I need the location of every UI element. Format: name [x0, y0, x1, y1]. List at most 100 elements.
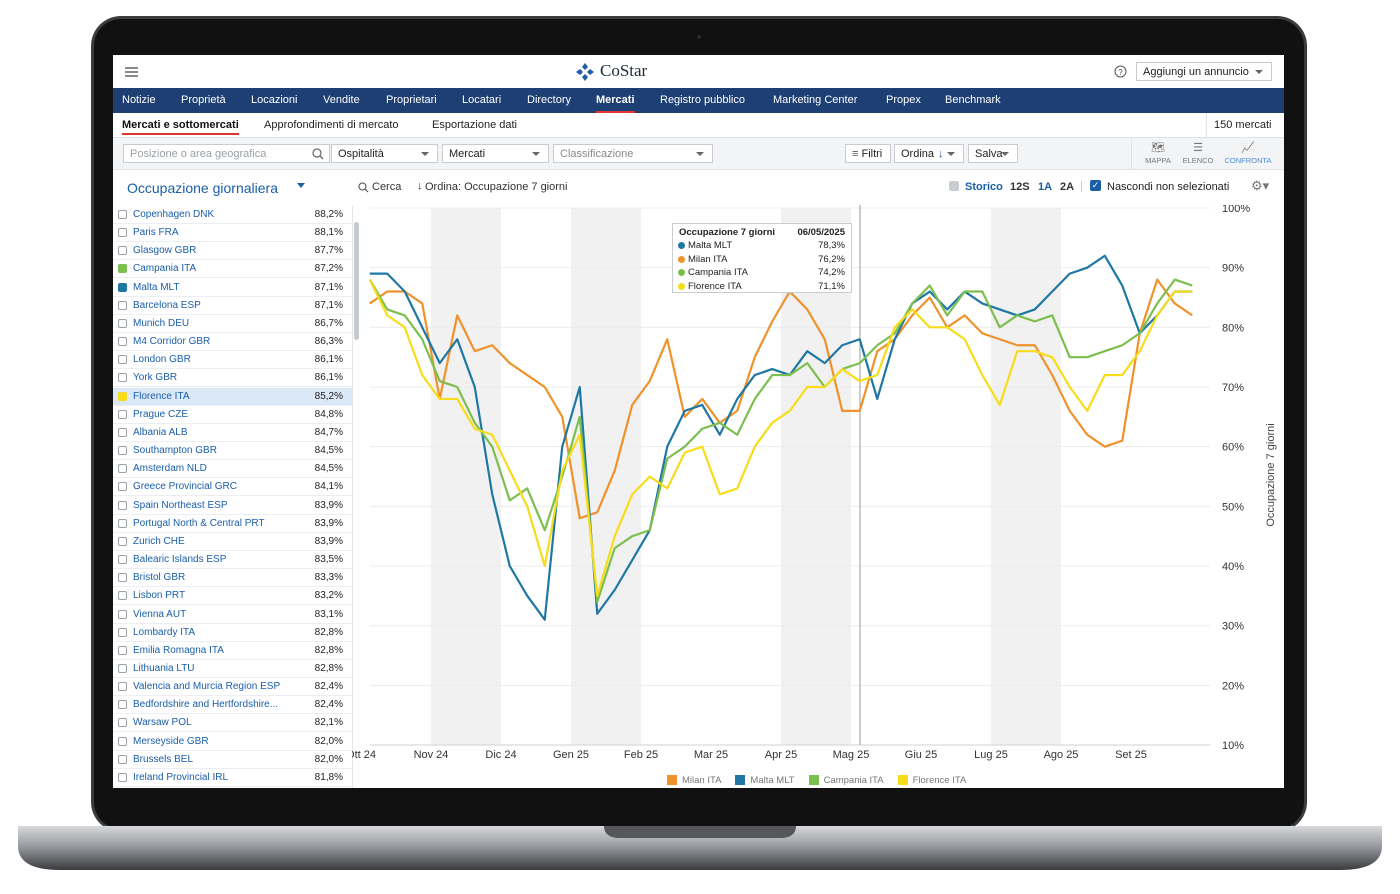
market-row[interactable]: Vienna AUT 83,1%	[113, 606, 352, 624]
checkbox[interactable]	[118, 300, 127, 310]
range-button[interactable]: 2A	[1060, 181, 1075, 193]
checkbox[interactable]	[118, 264, 127, 274]
checkbox[interactable]	[118, 464, 127, 474]
market-row[interactable]: Lombardy ITA 82,8%	[113, 624, 352, 642]
filter-button[interactable]: Ordina ↓	[894, 144, 964, 163]
checkbox[interactable]	[118, 391, 127, 401]
checkbox[interactable]	[118, 210, 127, 219]
market-row[interactable]: Barcelona ESP 87,1%	[113, 297, 352, 315]
market-row[interactable]: Emilia Romagna ITA 82,8%	[113, 642, 352, 660]
hide-checkbox[interactable]: ✓	[1090, 180, 1101, 191]
nav-item[interactable]: Locazioni	[251, 94, 298, 106]
nav-item[interactable]: Directory	[527, 94, 572, 106]
cerca-button[interactable]: Cerca	[372, 181, 402, 193]
checkbox[interactable]	[118, 482, 127, 492]
checkbox[interactable]	[118, 409, 127, 419]
add-listing-button[interactable]: Aggiungi un annuncio	[1136, 62, 1272, 81]
market-row[interactable]: M4 Corridor GBR 86,3%	[113, 333, 352, 352]
market-row[interactable]: Paris FRA 88,1%	[113, 224, 352, 243]
range-button[interactable]: 1A	[1038, 181, 1053, 193]
checkbox[interactable]	[118, 446, 127, 456]
checkbox[interactable]	[118, 645, 127, 655]
checkbox[interactable]	[118, 228, 127, 238]
checkbox[interactable]	[118, 591, 127, 601]
nav-item[interactable]: Benchmark	[945, 94, 1001, 106]
nav-item[interactable]: Mercati	[596, 88, 635, 113]
checkbox[interactable]	[118, 627, 127, 637]
legend-item[interactable]: Malta MLT	[735, 773, 795, 787]
market-row[interactable]: London GBR 86,1%	[113, 351, 352, 370]
nav-item[interactable]: Locatari	[462, 94, 502, 106]
checkbox[interactable]	[118, 536, 127, 546]
market-row[interactable]: Albania ALB 84,7%	[113, 424, 352, 442]
checkbox[interactable]	[118, 373, 127, 383]
market-row[interactable]: Brussels BEL 82,0%	[113, 751, 352, 769]
market-row[interactable]: Merseyside GBR 82,0%	[113, 733, 352, 751]
filter-button[interactable]: Salva	[968, 144, 1018, 163]
settings-icon[interactable]: ⚙▾	[1251, 178, 1270, 193]
checkbox[interactable]	[118, 318, 127, 328]
legend-item[interactable]: Campania ITA	[808, 773, 884, 787]
checkbox[interactable]	[118, 555, 127, 565]
market-row[interactable]: Amsterdam NLD 84,5%	[113, 460, 352, 479]
nav-item[interactable]: Notizie	[122, 94, 156, 106]
view-toggle[interactable]: ☰ ELENCO	[1180, 142, 1216, 165]
market-row[interactable]: Greece Provincial GRC 84,1%	[113, 478, 352, 497]
metric-selector[interactable]: Occupazione giornaliera	[127, 180, 278, 196]
market-row[interactable]: Bristol GBR 83,3%	[113, 569, 352, 588]
market-row[interactable]: Valencia and Murcia Region ESP 82,4%	[113, 678, 352, 697]
market-row[interactable]: Malta MLT 87,1%	[113, 279, 352, 297]
scrollbar[interactable]	[354, 222, 359, 340]
checkbox[interactable]	[118, 664, 127, 673]
market-row[interactable]: Campania ITA 87,2%	[113, 260, 352, 279]
checkbox[interactable]	[118, 282, 127, 292]
history-checkbox[interactable]	[949, 181, 959, 191]
market-row[interactable]: Copenhagen DNK 88,2%	[113, 206, 352, 224]
view-toggle[interactable]: 🗺 MAPPA	[1140, 142, 1176, 165]
filter-button[interactable]: ≡ Filtri	[845, 144, 891, 163]
checkbox[interactable]	[118, 682, 127, 692]
checkbox[interactable]	[118, 718, 127, 728]
dropdown[interactable]: Classificazione	[553, 144, 713, 163]
dropdown[interactable]: Mercati	[442, 144, 549, 163]
market-row[interactable]: York GBR 86,1%	[113, 369, 352, 388]
history-label[interactable]: Storico	[965, 181, 1003, 193]
market-row[interactable]: Prague CZE 84,8%	[113, 406, 352, 424]
checkbox[interactable]	[118, 355, 127, 365]
market-row[interactable]: Ireland Provincial IRL 81,8%	[113, 769, 352, 787]
legend-item[interactable]: Milan ITA	[667, 773, 721, 787]
nav-item[interactable]: Registro pubblico	[660, 94, 745, 106]
nav-item[interactable]: Vendite	[323, 94, 360, 106]
checkbox[interactable]	[118, 754, 127, 764]
checkbox[interactable]	[118, 246, 127, 256]
market-row[interactable]: Zurich CHE 83,9%	[113, 533, 352, 551]
market-row[interactable]: Munich DEU 86,7%	[113, 315, 352, 333]
view-toggle[interactable]: 📈 CONFRONTA	[1221, 142, 1275, 165]
market-row[interactable]: Florence ITA 85,2%	[113, 387, 352, 406]
sub-tab[interactable]: Mercati e sottomercati	[122, 113, 239, 137]
checkbox[interactable]	[118, 427, 127, 437]
sub-tab[interactable]: Esportazione dati	[432, 119, 517, 131]
market-row[interactable]: Bedfordshire and Hertfordshire... 82,4%	[113, 696, 352, 715]
sub-tab[interactable]: Approfondimenti di mercato	[264, 119, 399, 131]
market-row[interactable]: Portugal North & Central PRT 83,9%	[113, 515, 352, 533]
checkbox[interactable]	[118, 772, 127, 782]
search-input[interactable]: Posizione o area geografica	[123, 144, 330, 163]
nav-item[interactable]: Proprietà	[181, 94, 226, 106]
market-row[interactable]: Glasgow GBR 87,7%	[113, 242, 352, 261]
market-row[interactable]: Lisbon PRT 83,2%	[113, 587, 352, 606]
nav-item[interactable]: Marketing Center	[773, 94, 858, 106]
market-row[interactable]: Balearic Islands ESP 83,5%	[113, 551, 352, 570]
menu-icon[interactable]	[125, 67, 138, 77]
nav-item[interactable]: Proprietari	[386, 94, 437, 106]
checkbox[interactable]	[118, 736, 127, 746]
help-icon[interactable]: ?	[1114, 65, 1127, 78]
dropdown[interactable]: Ospitalità	[331, 144, 438, 163]
checkbox[interactable]	[118, 573, 127, 583]
checkbox[interactable]	[118, 518, 127, 528]
hide-label[interactable]: Nascondi non selezionati	[1107, 181, 1230, 193]
nav-item[interactable]: Propex	[886, 94, 921, 106]
sort-label[interactable]: Ordina: Occupazione 7 giorni	[425, 181, 568, 193]
checkbox[interactable]	[118, 500, 127, 510]
market-row[interactable]: Southampton GBR 84,5%	[113, 442, 352, 461]
